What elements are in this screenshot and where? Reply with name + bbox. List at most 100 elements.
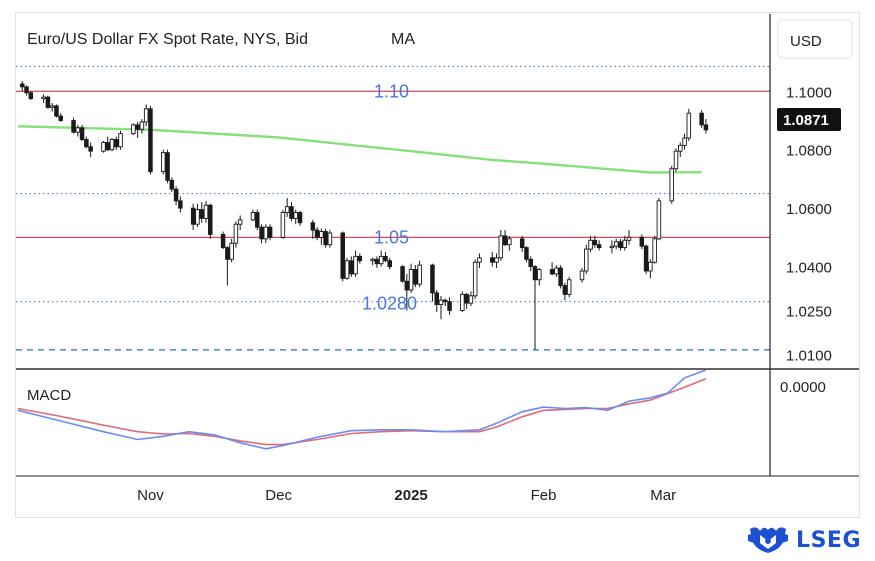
candle [310,219,316,239]
last-price-badge: 1.0871 [777,108,841,131]
candle [101,140,106,153]
lseg-crest-icon [748,527,789,553]
candle-body [24,86,29,94]
candle-body [84,139,89,148]
candle [549,262,555,276]
candle-body [528,258,533,268]
currency-button[interactable]: USD [777,19,853,59]
candle [370,257,375,266]
candle [477,253,482,269]
candle [592,235,598,248]
candle-body [105,141,110,151]
candle-body [566,279,572,295]
candle [344,257,350,280]
candle [682,133,687,150]
candle-body [173,188,179,202]
candle [618,238,623,251]
candle [58,113,63,122]
candle-body [289,206,294,219]
candle [349,256,354,277]
candle-body [349,260,354,275]
candle-body [378,255,384,265]
candle-body [319,231,324,238]
chart-text: Euro/US Dollar FX Spot Rate, NYS, Bid MA… [27,31,415,404]
candle-body [353,255,358,275]
candle [135,121,140,139]
candles [20,81,709,350]
y-tick-label: 1.0800 [786,143,832,160]
candle [114,136,119,150]
candle-body [88,146,93,152]
candle [195,203,200,228]
candle [178,196,183,213]
chart-title: Euro/US Dollar FX Spot Rate, NYS, Bid [27,31,308,48]
candle-body [387,260,392,268]
candle-body [327,232,333,246]
candle [208,203,213,239]
candle-body [562,285,568,295]
candle-body [472,261,478,297]
level-label: 1.10 [374,81,409,101]
candle [173,186,179,206]
candle-body [314,229,320,238]
candle [678,142,683,158]
candle [237,215,243,231]
candle [293,209,298,225]
candle-body [41,96,46,100]
candle [490,251,495,267]
candle-body [490,257,495,263]
indicator-label[interactable]: MA [391,31,415,48]
candle [289,202,294,222]
candle [75,124,81,137]
candle [626,230,632,245]
candle-body [178,200,183,209]
candle-body [464,293,469,304]
candle-body [109,139,115,151]
candle [225,246,230,286]
candle-body [558,267,563,287]
candle-body [588,239,593,250]
candle-body [344,260,350,279]
candle [656,197,662,241]
candle [71,117,76,134]
y-tick-label: 1.0250 [786,303,832,320]
candle-body [596,244,602,249]
candle-body [673,150,679,170]
level-label: 1.05 [374,227,409,247]
candle-body [532,266,538,281]
candle [588,235,593,252]
candle-body [678,144,683,152]
candle-body [79,127,85,140]
candle-body [45,96,51,108]
candle-body [609,245,615,249]
brand-name: LSEG [796,527,861,553]
candle-body [507,238,512,246]
candle [579,268,585,283]
candle [383,251,388,263]
candle [131,123,136,136]
candle-body [519,238,525,249]
candle [498,230,504,261]
brand-logo: LSEG [746,525,861,555]
candle [105,136,110,152]
candle-body [259,226,264,240]
candle-body [101,141,106,152]
candle [263,224,269,244]
candle [378,250,384,267]
candle-body [58,115,63,121]
candle [584,244,589,274]
level-lines: 1.10 1.05 1.0280 [16,65,770,351]
candle [562,282,568,301]
candle-body [148,108,153,173]
x-tick-label: 2025 [394,487,427,504]
candle-body [165,152,170,181]
candle [220,231,226,250]
y-tick-label: 1.0100 [786,347,832,364]
candle [88,142,93,158]
level-label: 1.0280 [362,294,417,314]
candle-body [190,207,196,225]
candle [558,265,563,289]
candle-body [383,255,388,262]
macd-panel: 0.0000 [17,369,826,450]
candle-body [267,226,273,238]
